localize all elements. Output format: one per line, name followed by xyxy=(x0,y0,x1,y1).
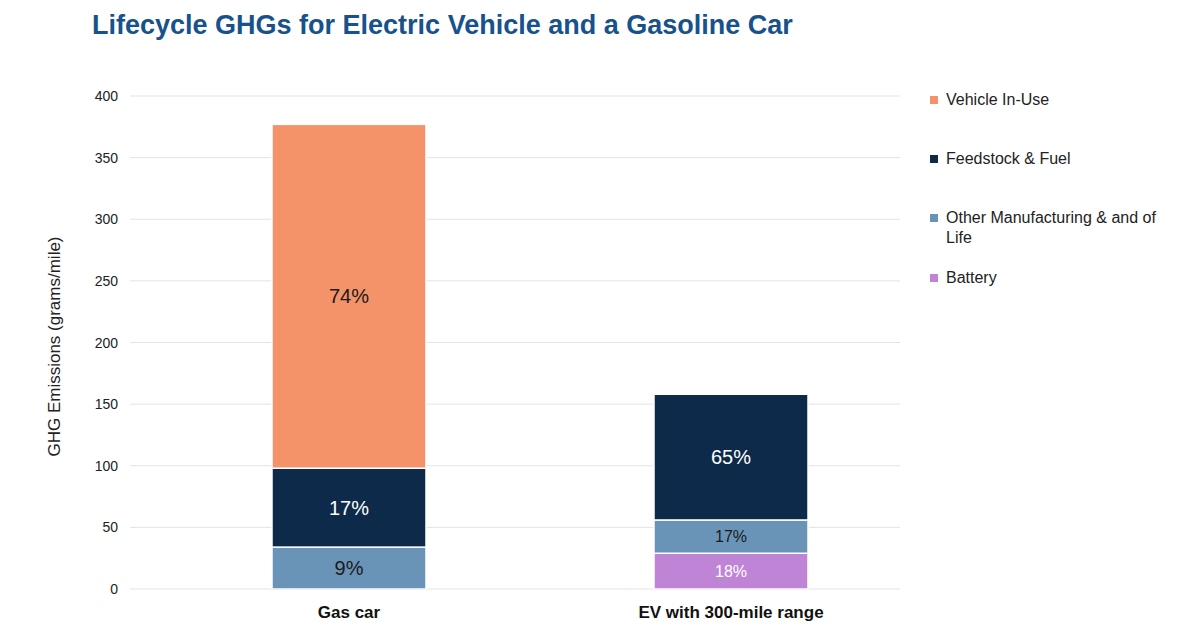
grid-line xyxy=(130,280,900,281)
legend-swatch xyxy=(930,274,938,282)
bar-segment xyxy=(272,547,426,589)
data-labels: 18% 9% 17% 17% 65% 74% xyxy=(329,285,751,579)
legend-label: Vehicle In-Use xyxy=(946,90,1161,110)
bar-segment xyxy=(654,520,808,553)
y-tick-label: 50 xyxy=(102,519,118,535)
bars xyxy=(272,124,808,589)
grid-line xyxy=(130,157,900,158)
bar-segment xyxy=(272,468,426,547)
bar-segment xyxy=(272,124,426,468)
legend-label: Battery xyxy=(946,268,1161,288)
legend-item: Battery xyxy=(930,268,1170,288)
legend-label: Other Manufacturing & and of Life xyxy=(946,208,1161,248)
legend-label: Feedstock & Fuel xyxy=(946,149,1161,169)
data-label: 9% xyxy=(335,557,364,579)
bar-segment xyxy=(654,553,808,589)
y-tick-label: 0 xyxy=(110,581,118,597)
bar-segment xyxy=(654,394,808,520)
grid-line xyxy=(130,96,900,97)
y-tick-label: 150 xyxy=(95,396,119,412)
legend-swatch xyxy=(930,155,938,163)
legend-swatch xyxy=(930,96,938,104)
data-label: 17% xyxy=(715,528,747,545)
legend-item: Other Manufacturing & and of Life xyxy=(930,208,1170,248)
y-tick-label: 250 xyxy=(95,273,119,289)
y-tick-label: 350 xyxy=(95,150,119,166)
data-label: 65% xyxy=(711,446,751,468)
chart-root: 0 50 100 150 200 250 300 350 400 GHG Emissions (g… xyxy=(0,0,1200,628)
grid-line xyxy=(130,219,900,220)
data-label: 18% xyxy=(715,563,747,580)
y-tick-label: 300 xyxy=(95,211,119,227)
data-label: 74% xyxy=(329,285,369,307)
y-tick-label: 200 xyxy=(95,335,119,351)
y-tick-label: 400 xyxy=(95,88,119,104)
x-tick-label: EV with 300-mile range xyxy=(638,603,823,622)
grid xyxy=(130,96,900,589)
grid-line xyxy=(130,342,900,343)
y-tick-label: 100 xyxy=(95,458,119,474)
chart-title: Lifecycle GHGs for Electric Vehicle and … xyxy=(92,10,793,41)
data-label: 17% xyxy=(329,497,369,519)
x-tick-label: Gas car xyxy=(318,603,381,622)
y-axis-label: GHG Emissions (grams/mile) xyxy=(45,236,64,456)
legend-item: Vehicle In-Use xyxy=(930,90,1170,110)
legend-swatch xyxy=(930,214,938,222)
legend-item: Feedstock & Fuel xyxy=(930,149,1170,169)
